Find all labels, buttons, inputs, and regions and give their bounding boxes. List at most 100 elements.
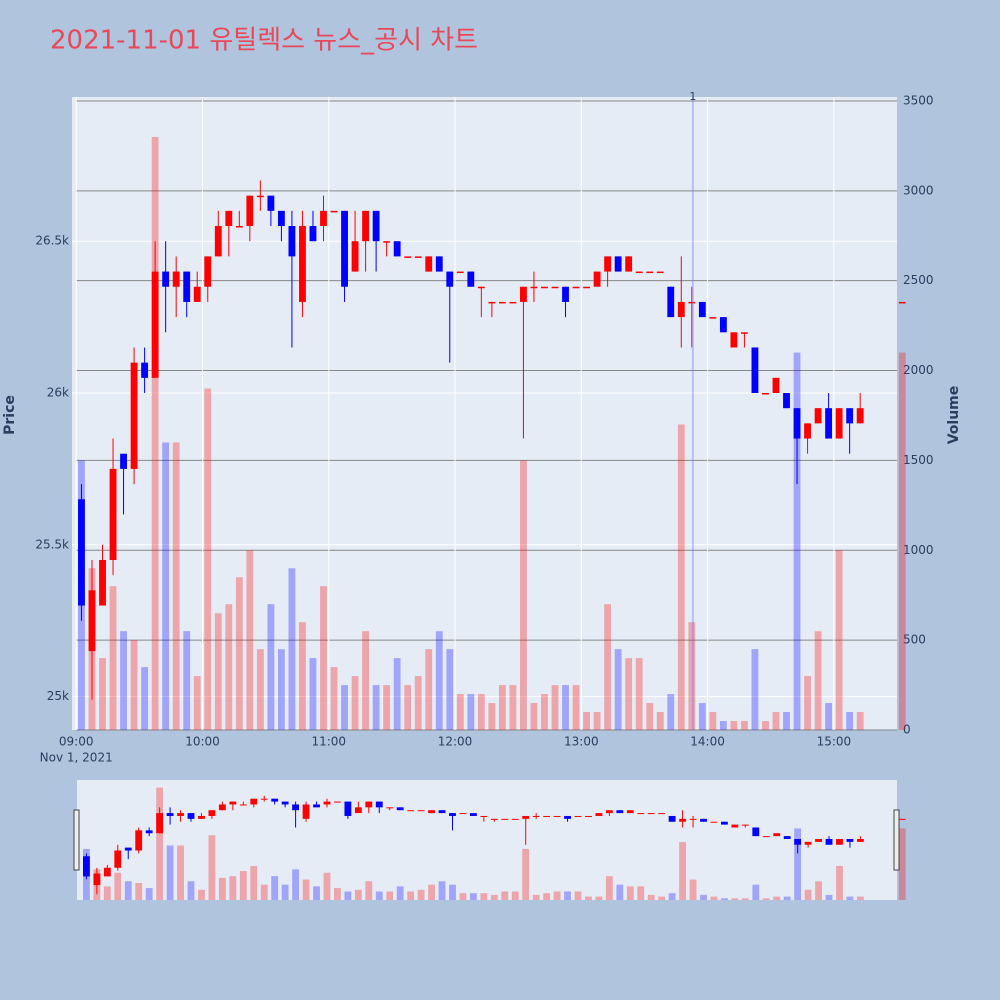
slider-candle-body [250,798,258,805]
slider-volume-bar [595,896,603,900]
candle-body [804,423,811,439]
slider-volume-bar [103,886,111,900]
slider-volume-bar [135,882,143,900]
slider-volume-bar [794,828,802,900]
candle-body [762,393,769,395]
slider-handle[interactable] [893,809,900,871]
candle-body [235,226,243,228]
volume-bar [477,694,485,730]
volume-bar [698,703,706,730]
slider-candle-body [616,810,624,814]
volume-bar [267,604,275,730]
candle-body [299,226,306,302]
slider-candle-body [334,801,341,803]
volume-bar [520,460,527,730]
slider-candle-body [752,827,760,837]
slider-volume-bar [605,876,613,900]
slider-candle-body [93,873,101,886]
slider-volume-bar [124,881,132,900]
slider-candle-body [543,815,551,817]
volume-bar [562,685,569,730]
y2-tick-label: 0 [903,723,911,737]
slider-volume-bar [260,884,268,900]
candle-body [477,286,485,289]
slider-volume-bar [647,894,655,900]
slider-candle-body [145,830,153,834]
volume-bar [183,631,191,730]
y-tick-label: 25.5k [35,537,69,551]
slider-candle-body [647,813,655,815]
slider-candle-body [721,821,728,825]
slider-candle-body [124,847,132,851]
slider-candle-body [679,818,687,822]
slider-volume-bar [825,894,833,900]
candle-body [351,241,359,272]
slider-candle-body [281,801,289,805]
candle-body [393,241,401,257]
slider-volume-bar [469,893,477,900]
slider-volume-bar [344,891,352,900]
slider-volume-bar [313,886,320,900]
slider-volume-bar [679,842,687,900]
slider-candle-body [856,838,864,842]
candle-body [456,271,464,274]
y2-tick-label: 3000 [903,183,934,197]
slider-candle-body [585,815,592,817]
slider-candle-body [846,838,854,842]
slider-handle[interactable] [73,809,80,871]
slider-candle-body [794,838,802,845]
slider-volume-bar [218,877,226,900]
slider-volume-bar [271,876,279,900]
slider-candle-body [260,798,268,800]
candle-body [267,195,275,211]
candle-body [698,301,706,318]
slider-candle-body [825,838,833,845]
slider-volume-bar [574,891,582,900]
slider-candle-body [501,818,509,820]
volume-bar [320,586,327,730]
slider-candle-body [82,856,90,877]
slider-volume-bar [553,891,561,900]
volume-bar [772,712,780,730]
slider-volume-bar [637,886,645,900]
slider-candle-body [595,813,603,816]
slider-candle-body [689,818,697,820]
candle-body [225,210,233,227]
slider-candle-body [836,838,843,845]
candle-body [740,332,748,334]
x-tick-label: 11:00 [311,735,346,749]
y-tick-label: 26k [47,386,69,400]
y-tick-label: 26.5k [35,234,69,248]
slider-candle-body [218,804,226,811]
slider-candle-body [323,801,331,805]
slider-candle-body [804,841,812,845]
volume-bar [762,721,769,730]
candle-body [530,286,538,289]
volume-bar [667,694,675,730]
volume-bar [414,676,422,730]
volume-bar [246,550,254,730]
candle-body [709,317,717,319]
candle-body [193,286,201,302]
slider-candle-body [480,815,488,817]
range-slider[interactable] [77,780,897,900]
candle-body [635,271,643,274]
slider-candle-body [302,804,310,819]
x-tick-label: 10:00 [185,735,220,749]
slider-volume-bar [156,787,164,900]
slider-volume-bar [459,893,467,900]
plot-area [72,97,897,730]
volume-bar [635,658,643,730]
slider-volume-bar [396,886,404,900]
slider-candle-body [417,810,425,812]
slider-candle-body [187,813,195,819]
volume-bar [109,586,117,730]
slider-candle-body [135,830,143,851]
slider-candle-body [166,813,174,816]
slider-candle-body [103,867,111,877]
candle-body [604,256,612,272]
slider-volume-bar [501,891,509,900]
slider-candle-body [396,807,404,811]
volume-bar [530,703,538,730]
